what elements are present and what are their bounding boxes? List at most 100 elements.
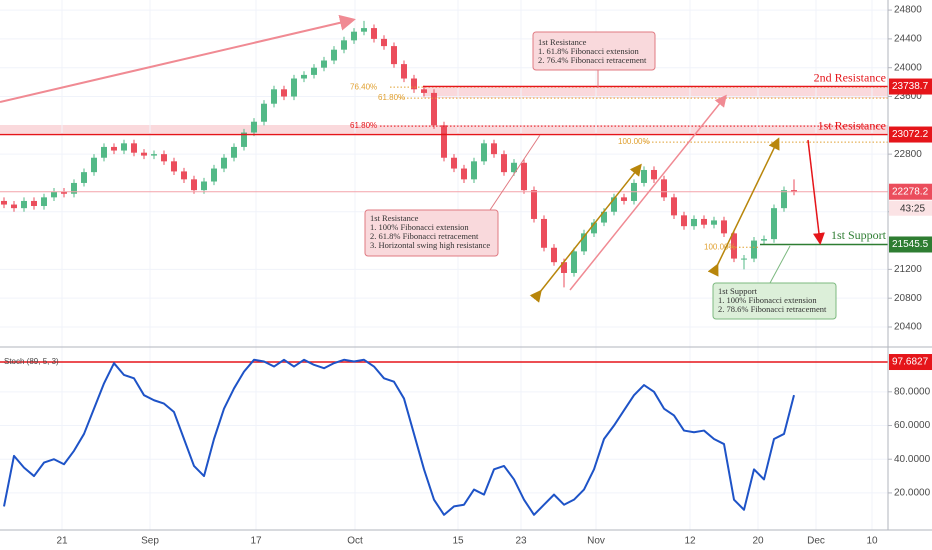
- level-label: 1st Support: [831, 228, 887, 242]
- candle-body: [81, 172, 87, 183]
- candle-body: [121, 143, 127, 151]
- y-tick-label: 20800: [894, 293, 922, 304]
- candle-body: [281, 89, 287, 97]
- candle-body: [571, 251, 577, 273]
- candle-body: [231, 146, 237, 158]
- candle-body: [381, 38, 387, 47]
- stoch-line: [3, 358, 795, 516]
- fib-arrow: [529, 163, 642, 303]
- x-tick-label: Nov: [587, 536, 605, 547]
- candle-body: [321, 60, 327, 68]
- candle-body: [791, 190, 797, 192]
- candle-body: [221, 157, 227, 169]
- level-value: 23072.2: [892, 129, 929, 140]
- candle-body: [271, 89, 277, 104]
- candle-body: [471, 161, 477, 180]
- candle-body: [331, 49, 337, 61]
- callout-box: [532, 31, 656, 71]
- callout-text: 2. 78.6% Fibonacci retracement: [718, 304, 827, 314]
- candle-body: [781, 190, 787, 209]
- candle-body: [301, 74, 307, 79]
- level-value: 23738.7: [892, 81, 929, 92]
- candle-body: [721, 220, 727, 234]
- countdown-tag: [889, 200, 932, 216]
- x-tick-label: 20: [752, 536, 764, 547]
- callout-box: [364, 209, 499, 257]
- candle-body: [31, 200, 37, 206]
- candle-body: [651, 169, 657, 180]
- candle-body: [511, 162, 517, 173]
- candle-body: [311, 67, 317, 75]
- countdown-label: 43:25: [900, 203, 925, 214]
- candle-body: [391, 46, 397, 65]
- candle-body: [481, 143, 487, 162]
- y-tick-label: 20400: [894, 322, 922, 333]
- candle-body: [131, 143, 137, 153]
- candle-body: [371, 28, 377, 39]
- callout-text: 1. 61.8% Fibonacci extension: [538, 46, 640, 56]
- y-tick-label: 24000: [894, 62, 922, 73]
- candle-body: [711, 220, 717, 225]
- candle-body: [531, 190, 537, 219]
- fib-label: 76.40%: [350, 82, 377, 91]
- y-tick-label: 21200: [894, 264, 922, 275]
- candle-body: [411, 78, 417, 90]
- candle-body: [41, 197, 47, 206]
- candle-body: [751, 240, 757, 259]
- candle-body: [151, 154, 157, 156]
- fib-label: 61.80%: [350, 121, 377, 130]
- y-tick-label: 24400: [894, 34, 922, 45]
- candle-body: [201, 181, 207, 191]
- candle-body: [491, 143, 497, 155]
- last-price-tag: [889, 183, 932, 200]
- last-price-label: 22278.2: [892, 186, 929, 197]
- level-value: 21545.5: [892, 239, 929, 250]
- callout-text: 2. 61.8% Fibonacci retracement: [370, 231, 479, 241]
- candle-body: [401, 64, 407, 79]
- level-label: 1st Resistance: [818, 118, 886, 132]
- candle-body: [461, 168, 467, 180]
- candle-body: [171, 161, 177, 172]
- candle-body: [361, 28, 367, 32]
- fib-label: 100.00%: [704, 242, 736, 251]
- candle-body: [91, 157, 97, 173]
- callout-text: 1st Resistance: [538, 37, 587, 47]
- candle-body: [251, 121, 257, 133]
- fib-label: 100.00%: [618, 137, 650, 146]
- candle-body: [431, 92, 437, 126]
- callout-pointer: [489, 134, 541, 211]
- callout-pointer: [769, 245, 791, 284]
- x-tick-label: Dec: [807, 536, 825, 547]
- candle-body: [691, 218, 697, 227]
- candle-body: [421, 89, 427, 93]
- fib-arrow: [707, 137, 780, 277]
- candle-body: [341, 40, 347, 50]
- candle-body: [641, 169, 647, 183]
- candle-body: [191, 179, 197, 191]
- candle-body: [621, 197, 627, 201]
- candle-body: [111, 146, 117, 151]
- candle-body: [771, 208, 777, 240]
- candle-body: [541, 218, 547, 248]
- callout-text: 3. Horizontal swing high resistance: [370, 240, 490, 250]
- candle-body: [211, 168, 217, 182]
- level-tag: [889, 236, 932, 253]
- callout-text: 2. 76.4% Fibonacci retracement: [538, 55, 647, 65]
- x-tick-label: 10: [866, 536, 878, 547]
- target-arrow: [807, 139, 825, 245]
- candle-body: [521, 162, 527, 191]
- candle-body: [61, 191, 67, 194]
- fib-label: 61.80%: [378, 93, 405, 102]
- candle-body: [1, 200, 7, 205]
- background-layer: [0, 0, 888, 530]
- candle-body: [241, 132, 247, 147]
- y-tick-label: 24800: [894, 5, 922, 16]
- y-tick-label: 20.0000: [894, 488, 931, 499]
- candle-body: [761, 239, 767, 241]
- candle-body: [741, 258, 747, 260]
- level-value: 97.6827: [892, 357, 929, 368]
- candle-body: [11, 204, 17, 209]
- level-tag: [889, 354, 932, 371]
